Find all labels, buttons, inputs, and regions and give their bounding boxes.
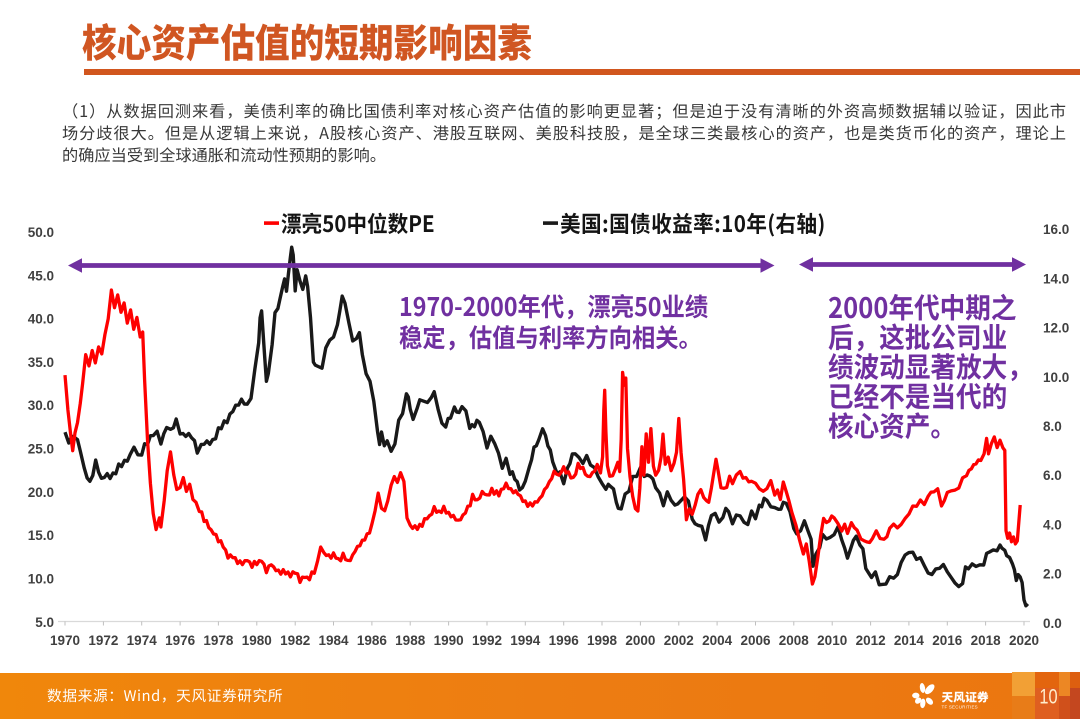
svg-text:1996: 1996 bbox=[549, 633, 580, 648]
svg-text:1986: 1986 bbox=[357, 633, 388, 648]
svg-text:2020: 2020 bbox=[1009, 633, 1039, 648]
svg-text:1974: 1974 bbox=[127, 633, 158, 648]
svg-text:1994: 1994 bbox=[510, 633, 541, 648]
svg-text:1972: 1972 bbox=[88, 633, 118, 648]
svg-text:2002: 2002 bbox=[664, 633, 694, 648]
svg-text:30.0: 30.0 bbox=[28, 398, 54, 413]
svg-text:16.0: 16.0 bbox=[1043, 222, 1069, 237]
svg-text:5.0: 5.0 bbox=[35, 615, 54, 630]
svg-text:1998: 1998 bbox=[587, 633, 618, 648]
svg-text:1976: 1976 bbox=[165, 633, 196, 648]
svg-text:15.0: 15.0 bbox=[28, 528, 54, 543]
svg-text:2004: 2004 bbox=[702, 633, 733, 648]
svg-text:4.0: 4.0 bbox=[1043, 517, 1062, 532]
svg-text:20.0: 20.0 bbox=[28, 485, 54, 500]
svg-text:1970: 1970 bbox=[50, 633, 80, 648]
svg-text:2014: 2014 bbox=[894, 633, 925, 648]
svg-text:10.0: 10.0 bbox=[28, 572, 54, 587]
svg-text:2000: 2000 bbox=[625, 633, 655, 648]
svg-text:2016: 2016 bbox=[932, 633, 963, 648]
svg-text:1988: 1988 bbox=[395, 633, 426, 648]
svg-text:2008: 2008 bbox=[779, 633, 810, 648]
svg-text:TF SECURITIES: TF SECURITIES bbox=[942, 705, 978, 710]
svg-text:8.0: 8.0 bbox=[1043, 419, 1062, 434]
svg-text:2.0: 2.0 bbox=[1043, 567, 1062, 582]
svg-text:35.0: 35.0 bbox=[28, 355, 54, 370]
svg-text:1992: 1992 bbox=[472, 633, 502, 648]
svg-text:45.0: 45.0 bbox=[28, 268, 54, 283]
svg-text:14.0: 14.0 bbox=[1043, 271, 1069, 286]
svg-text:1982: 1982 bbox=[280, 633, 310, 648]
svg-text:25.0: 25.0 bbox=[28, 442, 54, 457]
svg-text:2018: 2018 bbox=[971, 633, 1002, 648]
svg-text:10.0: 10.0 bbox=[1043, 370, 1069, 385]
svg-text:1984: 1984 bbox=[318, 633, 349, 648]
svg-text:2012: 2012 bbox=[856, 633, 886, 648]
svg-text:6.0: 6.0 bbox=[1043, 468, 1062, 483]
svg-text:1978: 1978 bbox=[203, 633, 234, 648]
svg-text:1990: 1990 bbox=[434, 633, 464, 648]
svg-text:0.0: 0.0 bbox=[1043, 616, 1062, 631]
svg-text:2010: 2010 bbox=[817, 633, 847, 648]
svg-text:2006: 2006 bbox=[740, 633, 771, 648]
svg-text:10: 10 bbox=[1039, 686, 1057, 710]
svg-text:1980: 1980 bbox=[242, 633, 272, 648]
svg-text:40.0: 40.0 bbox=[28, 312, 54, 327]
svg-text:50.0: 50.0 bbox=[28, 225, 54, 240]
svg-text:12.0: 12.0 bbox=[1043, 321, 1069, 336]
